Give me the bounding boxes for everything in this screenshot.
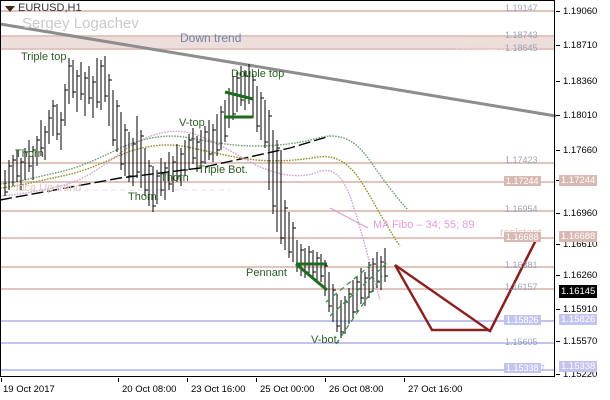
ohlc-bars: [4, 56, 388, 338]
ma-fibo-leader-line: [329, 207, 369, 229]
support-level-lines: [1, 320, 555, 371]
annotation-pennant: Pennant: [246, 267, 287, 279]
time-tick-2: 23 Oct 16:00: [191, 384, 246, 395]
level-tag-116954: 1.16954: [505, 204, 538, 214]
level-tag-116688: 1.16688: [504, 232, 541, 242]
symbol-timeframe-label: EURUSD,H1: [18, 2, 82, 14]
time-tick-5: 27 Oct 16:00: [408, 384, 463, 395]
chart-canvas: [0, 10, 556, 371]
price-tick-7: 1.16610: [563, 239, 598, 250]
level-tag-115605: 1.15605: [505, 337, 538, 347]
time-tick-3: 25 Oct 00:00: [260, 384, 315, 395]
level-tag-118743: 1.18743: [505, 30, 538, 40]
level-tag-115826: 1.15826: [504, 315, 541, 325]
author-watermark: Sergey Logachev: [22, 15, 139, 32]
double-top-pattern-lines: [224, 90, 254, 119]
annotation-v-top: V-top: [179, 117, 205, 129]
price-scale[interactable]: 1.19060 1.18710 1.18360 1.18010 1.17660 …: [556, 0, 610, 380]
annotation-triple-top: Triple top: [21, 51, 67, 63]
annotation-ma-fibo: MA Fibo – 34; 55; 89: [373, 219, 475, 231]
annotation-thorn-2: Thorn: [160, 172, 189, 184]
level-tag-116381: 1.16381: [505, 260, 538, 270]
price-tick-0: 1.19060: [563, 6, 598, 17]
price-tick-6: 1.16960: [563, 208, 598, 219]
price-tick-3: 1.18010: [563, 110, 598, 121]
price-chart-plot[interactable]: Down trend Resistant Zone Triple top Dou…: [0, 0, 556, 378]
annotation-v-bot: V-bot.: [311, 334, 340, 346]
price-tick-11: 1.15220: [563, 369, 598, 380]
annotation-thorn-1: Thorn: [15, 148, 44, 160]
annotation-triple-bot: Triple Bot.: [198, 164, 248, 176]
chevron-down-icon[interactable]: [5, 6, 15, 12]
level-tag-116157: 1.16157: [505, 282, 538, 292]
annotation-thorn-3: Thorn: [128, 191, 157, 203]
forecast-projection-path: [394, 235, 540, 333]
ma-55-line: [0, 144, 401, 247]
price-tick-9: 1.15910: [563, 304, 598, 315]
annotation-resistant-zone: Resistant Zone: [456, 39, 537, 53]
scale-tag-116688: 1.16688: [559, 231, 598, 242]
local-up-trend-line: [0, 135, 331, 201]
price-tick-1: 1.18710: [563, 40, 598, 51]
price-tick-4: 1.17660: [563, 145, 598, 156]
time-axis[interactable]: 19 Oct 2017 20 Oct 08:00 23 Oct 16:00 25…: [0, 378, 556, 400]
annotation-double-top: Double top: [231, 68, 285, 80]
level-tag-119147: 1.19147: [505, 3, 538, 13]
scale-tag-115826: 1.15826: [559, 314, 598, 325]
resistance-level-lines: [1, 10, 555, 290]
level-tag-117423: 1.17423: [505, 155, 538, 165]
level-tag-115338: 1.15338: [504, 363, 541, 373]
v-bot-channel-lines: [325, 261, 389, 345]
level-tag-117244: 1.17244: [504, 176, 541, 186]
price-tick-2: 1.18360: [563, 76, 598, 87]
current-price-tag: 1.16145: [559, 285, 598, 298]
scale-tag-115338: 1.15338: [559, 361, 598, 372]
time-tick-0: 19 Oct 2017: [3, 384, 55, 395]
time-tick-1: 20 Oct 08:00: [122, 384, 177, 395]
pennant-pattern-lines: [295, 262, 328, 292]
down-trend-line: [0, 22, 556, 118]
scale-tag-117244: 1.17244: [559, 175, 598, 186]
annotation-down-trend: Down trend: [180, 31, 242, 45]
price-tick-10: 1.15570: [563, 336, 598, 347]
level-tag-118645: 1.18645: [505, 43, 538, 53]
annotation-local-up-trend: loca Up trend: [16, 182, 82, 194]
price-tick-8: 1.16260: [563, 270, 598, 281]
time-tick-4: 26 Oct 08:00: [329, 384, 384, 395]
